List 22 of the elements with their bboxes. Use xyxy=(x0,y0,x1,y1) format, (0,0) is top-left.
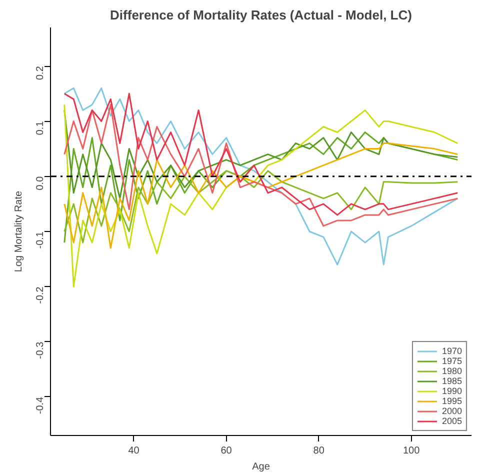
y-axis-title: Log Mortality Rate xyxy=(14,190,24,272)
y-tick-label: -0.2 xyxy=(35,286,46,304)
x-axis-title: Age xyxy=(252,462,270,472)
legend-label: 1975 xyxy=(442,356,462,366)
legend-label: 1995 xyxy=(442,396,462,406)
legend-label: 2005 xyxy=(442,416,462,426)
x-tick-label: 100 xyxy=(403,446,420,456)
legend-label: 1985 xyxy=(442,376,462,386)
y-tick-label: -0.3 xyxy=(35,341,46,359)
y-tick-label: -0.4 xyxy=(35,396,46,414)
x-tick-label: 40 xyxy=(128,446,140,456)
x-tick-label: 80 xyxy=(313,446,325,456)
x-tick-label: 60 xyxy=(220,446,232,456)
legend-label: 2000 xyxy=(442,406,462,416)
y-tick-label: 0.0 xyxy=(35,176,46,190)
y-tick-label: 0.1 xyxy=(35,120,46,136)
legend-label: 1970 xyxy=(442,346,462,356)
y-tick-label: 0.2 xyxy=(35,66,46,80)
chart-title: Difference of Mortality Rates (Actual - Model, LC) xyxy=(110,8,412,22)
y-tick-label: -0.1 xyxy=(35,231,46,249)
legend-label: 1980 xyxy=(442,366,462,376)
legend-label: 1990 xyxy=(442,386,462,396)
